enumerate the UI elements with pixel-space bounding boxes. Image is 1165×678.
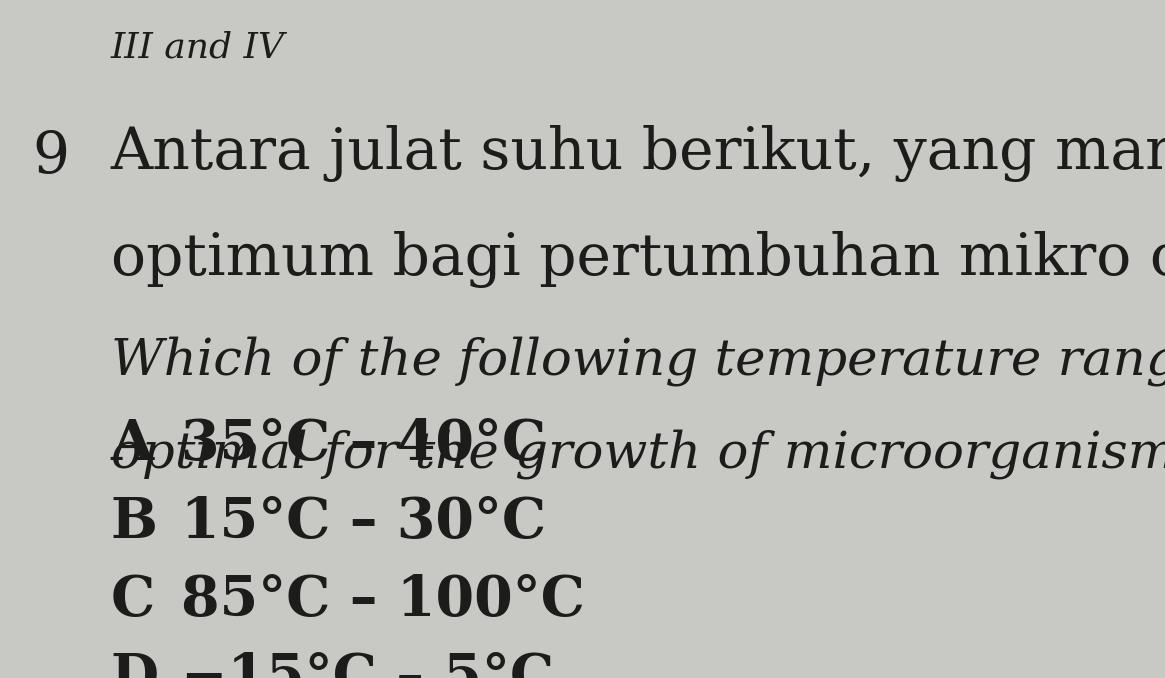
- Text: D: D: [111, 651, 158, 678]
- Text: optimal for the growth of microorganisms?: optimal for the growth of microorganisms…: [111, 429, 1165, 479]
- Text: −15°C – 5°C: −15°C – 5°C: [181, 651, 553, 678]
- Text: 35°C – 40°C: 35°C – 40°C: [181, 417, 545, 472]
- Text: III and IV: III and IV: [111, 31, 284, 64]
- Text: 85°C – 100°C: 85°C – 100°C: [181, 573, 585, 628]
- Text: Antara julat suhu berikut, yang manakah adalah: Antara julat suhu berikut, yang manakah …: [111, 125, 1165, 182]
- Text: 15°C – 30°C: 15°C – 30°C: [181, 495, 545, 550]
- Text: optimum bagi pertumbuhan mikro organisma?: optimum bagi pertumbuhan mikro organisma…: [111, 231, 1165, 287]
- Text: 9: 9: [33, 129, 70, 185]
- Text: B: B: [111, 495, 157, 550]
- Text: Which of the following temperature ranges is: Which of the following temperature range…: [111, 336, 1165, 386]
- Text: C: C: [111, 573, 155, 628]
- Text: A: A: [111, 417, 154, 472]
